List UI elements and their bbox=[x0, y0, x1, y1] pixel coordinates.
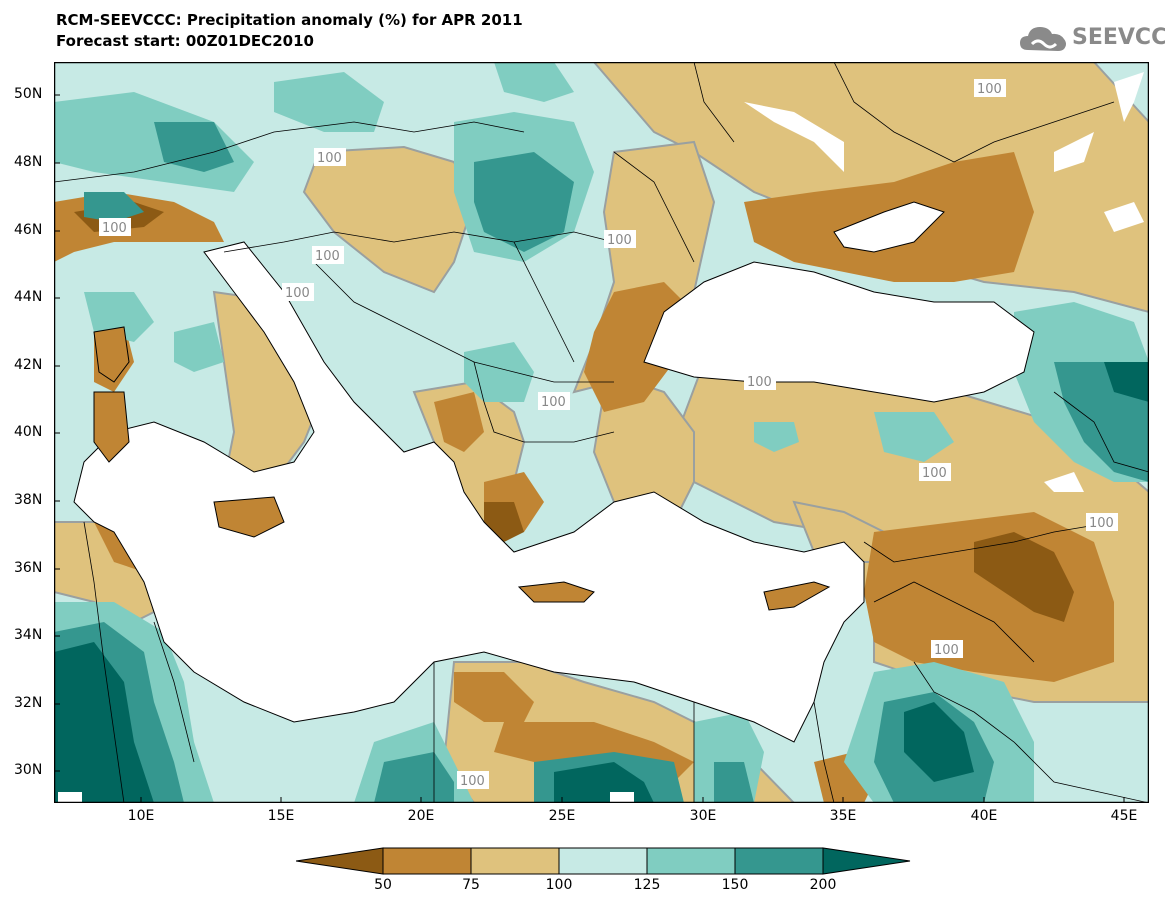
map-panel: 100 100 100 100 100 100 100 100 100 100 … bbox=[54, 62, 1149, 803]
lat-label: 38N bbox=[14, 492, 43, 508]
title-line-2: Forecast start: 00Z01DEC2010 bbox=[56, 32, 314, 50]
legend-swatch bbox=[470, 847, 560, 875]
svg-text:100: 100 bbox=[317, 151, 342, 166]
svg-text:100: 100 bbox=[607, 233, 632, 248]
svg-text:100: 100 bbox=[1089, 516, 1114, 531]
contour-label: 100 bbox=[538, 392, 570, 410]
legend-swatch bbox=[646, 847, 736, 875]
legend-swatch bbox=[558, 847, 648, 875]
contour-label: 100 bbox=[1086, 513, 1118, 531]
legend-tick-label: 50 bbox=[374, 877, 392, 893]
svg-text:100: 100 bbox=[541, 395, 566, 410]
lat-label: 50N bbox=[14, 86, 43, 102]
svg-text:100: 100 bbox=[922, 466, 947, 481]
legend-tick-label: 200 bbox=[809, 877, 837, 893]
axis-ticks bbox=[54, 94, 1125, 803]
contour-label: 100 bbox=[919, 463, 951, 481]
title-line-1: RCM-SEEVCCC: Precipitation anomaly (%) f… bbox=[56, 11, 523, 29]
legend-swatch bbox=[734, 847, 824, 875]
legend-tick-label: 150 bbox=[721, 877, 749, 893]
lat-label: 40N bbox=[14, 424, 43, 440]
lat-label: 30N bbox=[14, 762, 43, 778]
svg-text:100: 100 bbox=[460, 774, 485, 789]
seevccc-logo: SEEVCCC bbox=[1018, 22, 1165, 58]
contour-label: 100 bbox=[312, 246, 344, 264]
cloud-icon bbox=[1020, 27, 1066, 51]
legend-swatch bbox=[382, 847, 472, 875]
contour-label: 100 bbox=[974, 79, 1006, 97]
lat-label: 32N bbox=[14, 695, 43, 711]
legend-tick-label: 100 bbox=[545, 877, 573, 893]
lon-label: 10E bbox=[127, 808, 155, 824]
legend-tick-label: 75 bbox=[462, 877, 480, 893]
svg-text:100: 100 bbox=[977, 82, 1002, 97]
map-title: RCM-SEEVCCC: Precipitation anomaly (%) f… bbox=[56, 10, 523, 52]
lat-label: 44N bbox=[14, 289, 43, 305]
no-data-patches bbox=[58, 72, 1144, 803]
lat-label: 42N bbox=[14, 357, 43, 373]
country-borders bbox=[54, 62, 1149, 803]
lon-label: 15E bbox=[267, 808, 295, 824]
lon-label: 45E bbox=[1110, 808, 1138, 824]
svg-text:100: 100 bbox=[102, 221, 127, 236]
contour-label: 100 bbox=[99, 218, 131, 236]
sea-areas bbox=[73, 201, 1035, 743]
contour-label: 100 bbox=[457, 771, 489, 789]
lon-label: 20E bbox=[407, 808, 435, 824]
legend-tick-label: 125 bbox=[633, 877, 661, 893]
svg-text:100: 100 bbox=[934, 643, 959, 658]
legend-swatch bbox=[822, 847, 911, 875]
logo-text: SEEVCCC bbox=[1072, 25, 1165, 50]
lat-label: 34N bbox=[14, 627, 43, 643]
colorbar-legend bbox=[295, 846, 912, 876]
lon-label: 30E bbox=[689, 808, 717, 824]
legend-swatch bbox=[295, 847, 384, 875]
contour-label: 100 bbox=[744, 372, 776, 390]
contour-label: 100 bbox=[931, 640, 963, 658]
lon-label: 40E bbox=[970, 808, 998, 824]
contour-labels: 100 100 100 100 100 100 100 100 100 100 … bbox=[99, 79, 1118, 789]
lat-label: 36N bbox=[14, 560, 43, 576]
svg-text:100: 100 bbox=[747, 375, 772, 390]
lon-label: 25E bbox=[548, 808, 576, 824]
islands bbox=[93, 326, 831, 611]
anomaly-above-200-areas bbox=[54, 362, 1149, 803]
svg-text:100: 100 bbox=[315, 249, 340, 264]
contour-label: 100 bbox=[604, 230, 636, 248]
lat-label: 48N bbox=[14, 154, 43, 170]
lat-label: 46N bbox=[14, 222, 43, 238]
svg-text:100: 100 bbox=[285, 286, 310, 301]
contour-label: 100 bbox=[314, 148, 346, 166]
contour-label: 100 bbox=[282, 283, 314, 301]
lon-label: 35E bbox=[829, 808, 857, 824]
